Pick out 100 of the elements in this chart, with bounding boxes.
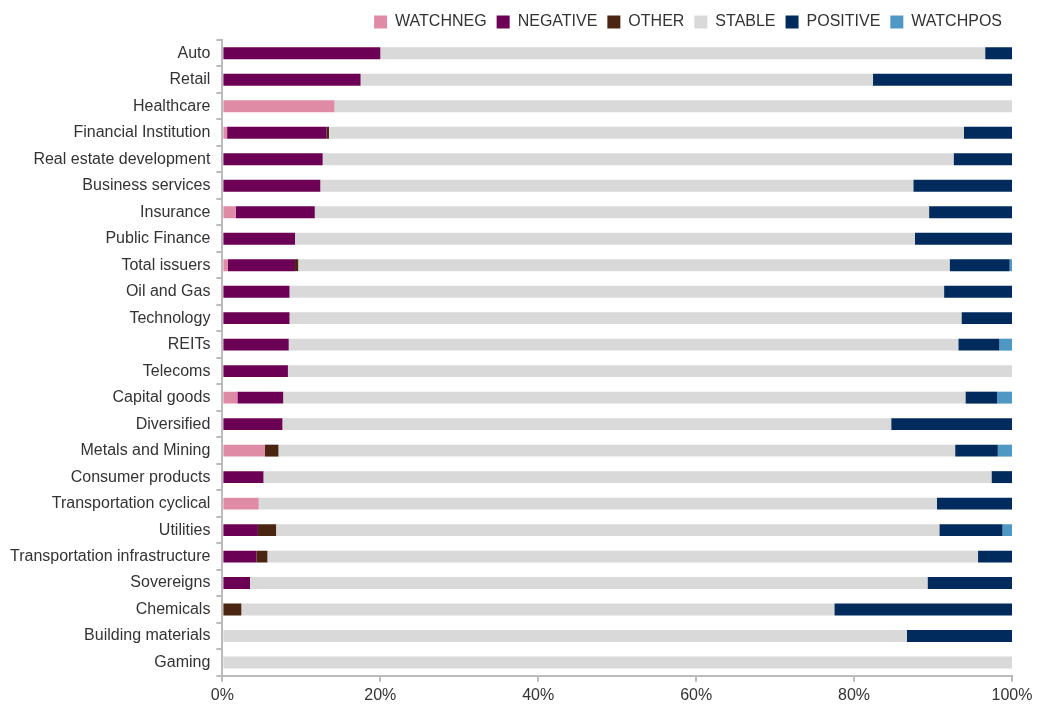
bar <box>257 524 277 537</box>
bar <box>953 153 1012 166</box>
bar <box>927 577 1012 590</box>
bar <box>913 179 1012 192</box>
bar <box>287 365 1012 378</box>
bar <box>223 418 283 431</box>
bar <box>223 259 228 272</box>
bar <box>267 550 979 563</box>
bar <box>223 550 257 563</box>
y-tick-label: Building materials <box>84 626 211 644</box>
legend-label: NEGATIVE <box>517 12 598 30</box>
y-tick-label: Auto <box>177 43 211 61</box>
bar <box>223 656 1012 669</box>
bar <box>991 471 1012 484</box>
bar <box>997 391 1012 404</box>
bar <box>223 524 258 537</box>
bar <box>237 391 284 404</box>
bar <box>314 206 930 219</box>
legend-label: OTHER <box>628 12 685 30</box>
bar <box>223 603 242 616</box>
y-tick-label: Public Finance <box>105 229 211 247</box>
bar <box>223 47 381 60</box>
bar <box>322 153 954 166</box>
y-tick-label: Gaming <box>154 652 211 670</box>
y-tick-label: Chemicals <box>135 599 211 617</box>
legend-label: WATCHNEG <box>395 12 487 30</box>
bar <box>227 126 327 139</box>
bar <box>985 47 1012 60</box>
bar <box>891 418 1012 431</box>
y-tick-label: Insurance <box>140 202 211 220</box>
bar <box>250 577 928 590</box>
y-tick-label: Healthcare <box>133 96 211 114</box>
y-tick-label: Total issuers <box>121 255 211 273</box>
y-tick-label: Financial Institution <box>73 123 211 141</box>
bar <box>278 444 956 457</box>
bar <box>914 232 1012 245</box>
y-tick-label: Capital goods <box>112 388 211 406</box>
bar <box>223 577 251 590</box>
bar <box>1002 524 1012 537</box>
bar <box>334 100 1012 113</box>
y-tick-label: Diversified <box>135 414 211 432</box>
y-tick-label: Telecoms <box>142 361 211 379</box>
bar <box>223 444 266 457</box>
bar <box>223 338 289 351</box>
bar <box>223 630 907 643</box>
bar <box>939 524 1003 537</box>
bar <box>958 338 1000 351</box>
bar <box>256 550 268 563</box>
bar <box>929 206 1012 219</box>
bar <box>263 471 992 484</box>
x-tick-label: 100% <box>991 685 1033 703</box>
bar <box>223 471 264 484</box>
bar <box>223 232 296 245</box>
y-tick-label: REITs <box>167 335 211 353</box>
bar <box>223 126 228 139</box>
bar <box>949 259 1010 272</box>
bar <box>289 285 945 298</box>
x-tick-label: 60% <box>680 685 713 703</box>
x-tick-label: 40% <box>522 685 555 703</box>
bar <box>227 259 296 272</box>
bar <box>997 444 1012 457</box>
bar <box>223 179 321 192</box>
bar <box>328 126 964 139</box>
bar <box>961 312 1012 325</box>
y-tick-label: Sovereigns <box>130 573 211 591</box>
bar <box>223 391 238 404</box>
bar <box>223 365 288 378</box>
bar <box>288 338 959 351</box>
bar <box>282 418 892 431</box>
bar <box>834 603 1012 616</box>
bar <box>241 603 835 616</box>
bar <box>955 444 998 457</box>
y-tick-label: Oil and Gas <box>125 282 211 300</box>
bar <box>936 497 1012 510</box>
bar <box>944 285 1012 298</box>
bar <box>223 153 323 166</box>
bar <box>906 630 1012 643</box>
y-tick-label: Transportation infrastructure <box>9 546 211 564</box>
bar <box>235 206 315 219</box>
bar <box>873 73 1012 86</box>
y-tick-label: Retail <box>169 70 211 88</box>
y-tick-label: Real estate development <box>33 149 211 167</box>
bar <box>965 391 997 404</box>
bar <box>295 232 915 245</box>
bar <box>380 47 986 60</box>
y-tick-label: Metals and Mining <box>80 441 211 459</box>
bar <box>289 312 962 325</box>
bar <box>223 206 236 219</box>
bar <box>223 73 361 86</box>
bar <box>223 312 290 325</box>
bar <box>295 259 299 272</box>
y-tick-label: Consumer products <box>70 467 211 485</box>
bar <box>963 126 1012 139</box>
bar <box>265 444 279 457</box>
legend-label: WATCHPOS <box>911 12 1003 30</box>
y-tick-label: Transportation cyclical <box>51 494 211 512</box>
legend-label: POSITIVE <box>806 12 881 30</box>
legend-label: STABLE <box>715 12 776 30</box>
bar <box>223 497 259 510</box>
x-tick-label: 0% <box>210 685 234 703</box>
